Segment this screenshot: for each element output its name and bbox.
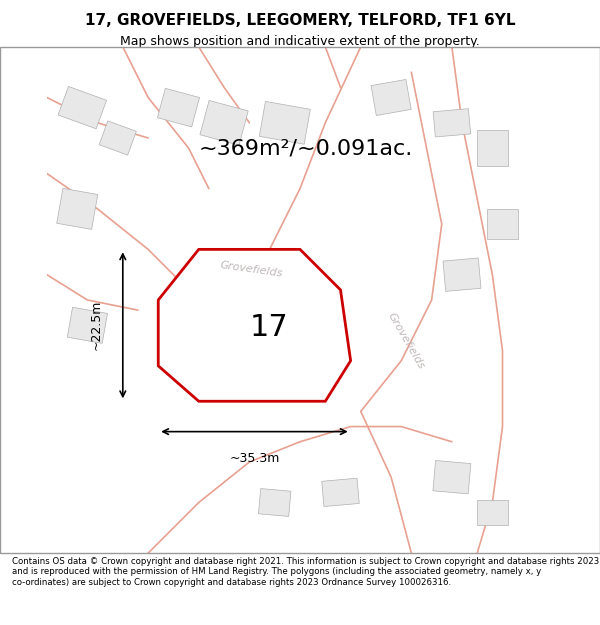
Polygon shape: [158, 249, 350, 401]
Text: ~22.5m: ~22.5m: [89, 300, 103, 351]
Polygon shape: [487, 209, 518, 239]
Polygon shape: [477, 500, 508, 525]
Text: 17, GROVEFIELDS, LEEGOMERY, TELFORD, TF1 6YL: 17, GROVEFIELDS, LEEGOMERY, TELFORD, TF1…: [85, 13, 515, 28]
Text: Contains OS data © Crown copyright and database right 2021. This information is : Contains OS data © Crown copyright and d…: [12, 557, 599, 586]
Text: Grovefields: Grovefields: [219, 260, 283, 279]
Polygon shape: [477, 131, 508, 166]
Text: ~35.3m: ~35.3m: [229, 452, 280, 465]
Polygon shape: [433, 461, 471, 494]
Polygon shape: [443, 258, 481, 291]
Polygon shape: [58, 86, 107, 129]
Polygon shape: [200, 101, 248, 145]
Text: 17: 17: [250, 312, 289, 342]
Polygon shape: [322, 478, 359, 506]
Polygon shape: [371, 79, 411, 116]
Polygon shape: [433, 109, 470, 137]
Polygon shape: [157, 88, 200, 127]
Polygon shape: [259, 101, 310, 144]
Polygon shape: [67, 308, 107, 343]
Polygon shape: [99, 121, 136, 155]
Text: ~369m²/~0.091ac.: ~369m²/~0.091ac.: [199, 138, 413, 158]
Polygon shape: [57, 188, 98, 229]
Text: Grovefields: Grovefields: [386, 311, 427, 371]
Text: Map shows position and indicative extent of the property.: Map shows position and indicative extent…: [120, 35, 480, 48]
Polygon shape: [259, 489, 291, 516]
